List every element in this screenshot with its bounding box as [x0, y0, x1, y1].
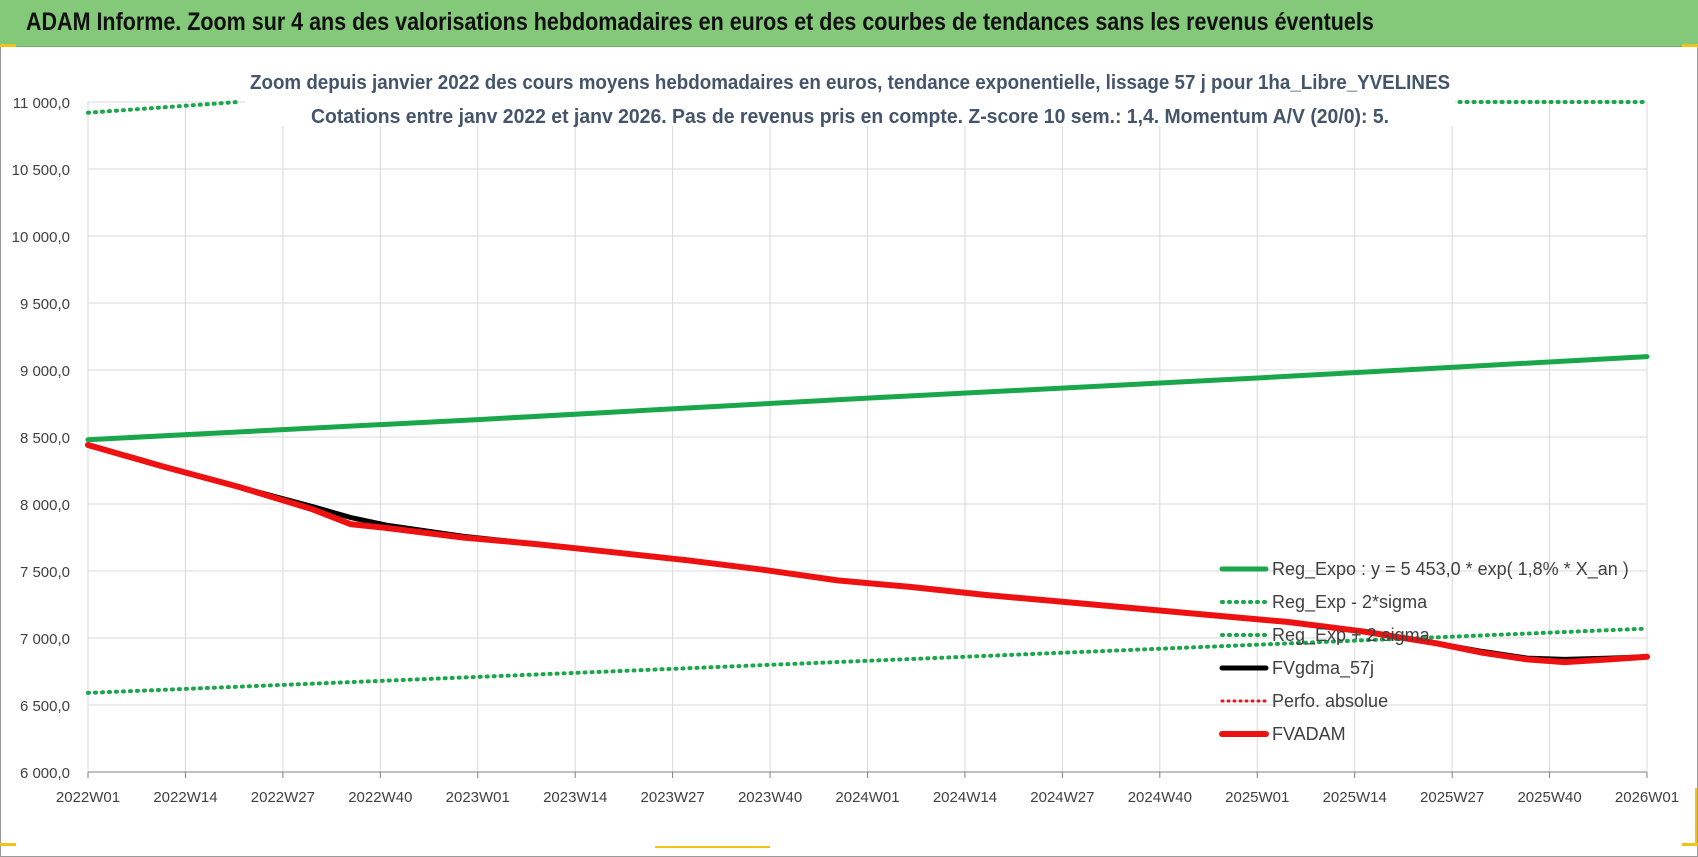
x-tick-label: 2022W14 — [153, 789, 217, 806]
corner-mark-bottom-left — [0, 843, 16, 846]
x-tick-label: 2024W01 — [835, 789, 899, 806]
reg-exp-minus-2sigma-line — [86, 626, 1649, 695]
x-tick-label: 2025W14 — [1323, 789, 1387, 806]
line-chart: 6 000,0 6 500,0 7 000,0 7 500,0 8 000,0 8 500… — [12, 62, 1680, 806]
gridlines — [87, 101, 1648, 773]
series-lines — [85, 100, 1650, 695]
y-tick-label: 10 000,0 — [12, 229, 70, 246]
header-banner: ADAM Informe. Zoom sur 4 ans des valoris… — [0, 0, 1698, 47]
x-tick-label: 2024W40 — [1128, 789, 1192, 806]
y-tick-label: 9 500,0 — [20, 296, 70, 313]
x-tick-label: 2023W27 — [641, 789, 705, 806]
chart-title: Zoom depuis janvier 2022 des cours moyen… — [245, 62, 1455, 128]
chart-title-line-1: Zoom depuis janvier 2022 des cours moyen… — [250, 72, 1450, 94]
y-tick-label: 7 500,0 — [20, 564, 70, 581]
reg-exp-plus-2sigma-line — [86, 100, 240, 115]
y-tick-label: 6 500,0 — [20, 698, 70, 715]
banner-title: ADAM Informe. Zoom sur 4 ans des valoris… — [26, 8, 1374, 36]
edge-mark-bottom — [655, 846, 770, 848]
fvadam-line — [85, 442, 1650, 666]
chart-title-line-2: Cotations entre janv 2022 et janv 2026. … — [311, 106, 1389, 128]
legend-label: Reg_Exp - 2*sigma — [1272, 592, 1428, 613]
x-tick-label: 2022W01 — [56, 789, 120, 806]
y-tick-label: 6 000,0 — [20, 765, 70, 782]
x-tick-label: 2023W14 — [543, 789, 607, 806]
legend-label: FVADAM — [1272, 724, 1346, 744]
legend-label: Perfo. absolue — [1272, 691, 1388, 711]
y-tick-label: 8 000,0 — [20, 497, 70, 514]
y-tick-label: 9 000,0 — [20, 363, 70, 380]
x-tick-label: 2023W01 — [446, 789, 510, 806]
x-tick-label: 2024W27 — [1030, 789, 1094, 806]
x-tick-label: 2023W40 — [738, 789, 802, 806]
x-tick-label: 2024W14 — [933, 789, 997, 806]
corner-mark-bottom-right — [1682, 843, 1698, 846]
x-tick-label: 2025W01 — [1225, 789, 1289, 806]
y-tick-label: 11 000,0 — [13, 95, 70, 112]
legend-label: FVgdma_57j — [1272, 658, 1374, 679]
y-tick-label: 8 500,0 — [20, 430, 70, 447]
reg-expo-line — [85, 354, 1650, 443]
y-tick-label: 10 500,0 — [12, 162, 70, 179]
y-tick-label: 7 000,0 — [20, 631, 70, 648]
x-tick-label: 2025W27 — [1420, 789, 1484, 806]
legend-label: Reg_Exp + 2 sigma — [1272, 625, 1431, 646]
corner-mark-top-right — [1682, 44, 1698, 47]
x-tick-label: 2022W40 — [348, 789, 412, 806]
x-tick-label: 2025W40 — [1517, 789, 1581, 806]
axes: 6 000,0 6 500,0 7 000,0 7 500,0 8 000,0 8 500… — [12, 95, 1680, 806]
x-tick-label: 2022W27 — [251, 789, 315, 806]
legend: Reg_Expo : y = 5 453,0 * exp( 1,8% * X_a… — [1219, 559, 1629, 744]
legend-label: Reg_Expo : y = 5 453,0 * exp( 1,8% * X_a… — [1272, 559, 1629, 580]
corner-mark-top-left — [0, 44, 16, 47]
title-background — [245, 62, 1455, 126]
edge-mark-right — [1695, 788, 1697, 843]
x-tick-label: 2026W01 — [1615, 789, 1679, 806]
